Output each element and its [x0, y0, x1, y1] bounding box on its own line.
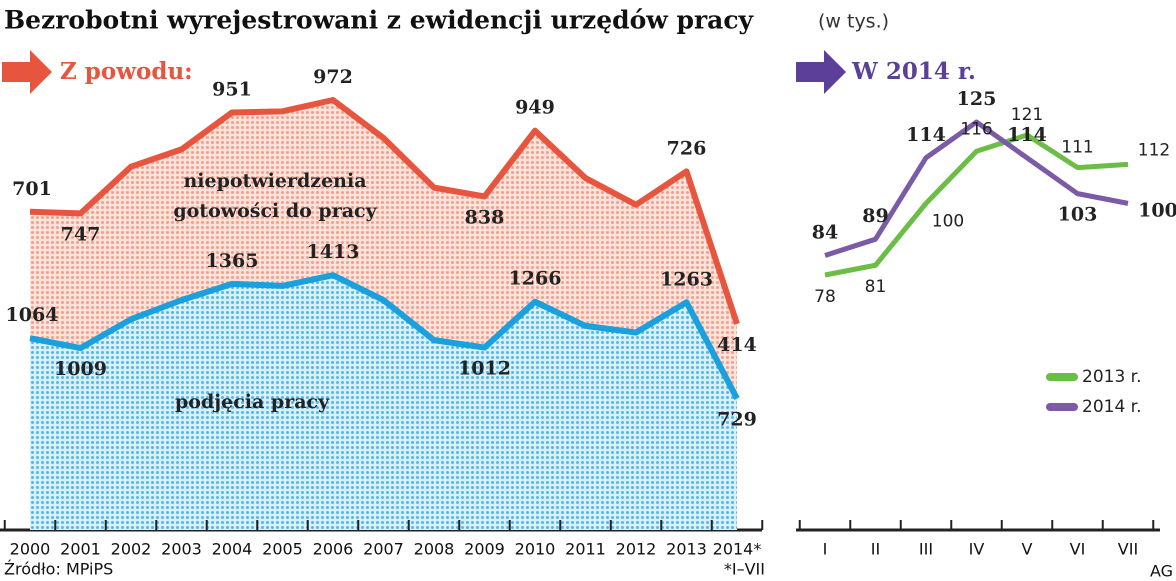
x-tick-label: IV [969, 540, 985, 559]
heading: W 2014 r. [851, 58, 976, 85]
author: AG [1150, 562, 1173, 581]
line [29, 272, 740, 400]
data-label: 121 [1011, 105, 1043, 125]
x-tick-label: 2005 [262, 540, 303, 559]
series-label: podjęcia pracy [175, 391, 330, 413]
data-label: 116 [960, 119, 992, 139]
data-label: 949 [515, 97, 555, 119]
heading: Z powodu: [60, 58, 193, 85]
line [29, 97, 740, 325]
source: Źródło: MPiPS [4, 560, 113, 579]
x-tick-label: 2009 [464, 540, 505, 559]
data-label: 1009 [54, 358, 107, 380]
x-tick-label: 2006 [313, 540, 354, 559]
legend-label: 2014 r. [1082, 397, 1142, 417]
x-tick-label: 2000 [10, 540, 51, 559]
x-tick-label: 2012 [616, 540, 657, 559]
data-label: 1263 [660, 268, 713, 290]
data-label: 838 [465, 206, 505, 228]
x-tick-label: 2011 [565, 540, 606, 559]
data-label: 100 [932, 211, 964, 231]
x-tick-label: I [823, 540, 828, 559]
line [824, 132, 1129, 278]
data-label: 103 [1058, 204, 1098, 226]
data-label: 112 [1138, 140, 1170, 160]
data-label: 726 [667, 137, 707, 159]
line [824, 119, 1129, 258]
x-tick-label: V [1022, 540, 1033, 559]
series-label: niepotwierdzenia gotowości do pracy [173, 170, 377, 222]
area [30, 275, 737, 530]
data-label: 701 [12, 178, 52, 200]
data-label: 1266 [509, 268, 562, 290]
x-tick-label: 2003 [161, 540, 202, 559]
subtitle: (w tys.) [818, 11, 889, 33]
data-label: 114 [1007, 124, 1047, 146]
data-label: 972 [313, 66, 353, 88]
data-label: 1365 [206, 250, 259, 272]
data-label: 78 [814, 287, 836, 307]
data-label: 84 [812, 221, 838, 243]
x-tick-label: VII [1118, 540, 1138, 559]
data-label: 81 [865, 277, 887, 297]
x-tick-label: 2001 [60, 540, 101, 559]
data-label: 111 [1061, 138, 1093, 158]
arrow [796, 50, 846, 94]
x-tick-label: 2010 [515, 540, 556, 559]
arrow [2, 50, 52, 94]
area [30, 100, 737, 399]
x-tick-label: VI [1070, 540, 1086, 559]
x-tick-label: 2014* [713, 540, 762, 559]
x-tick-label: II [871, 540, 880, 559]
x-tick-label: 2007 [363, 540, 404, 559]
x-tick-label: 2004 [212, 540, 253, 559]
data-label: 414 [717, 334, 757, 356]
x-tick-label: III [919, 540, 933, 559]
data-label: 747 [61, 223, 101, 245]
title: Bezrobotni wyrejestrowani z ewidencji ur… [4, 6, 755, 35]
data-label: 125 [957, 88, 997, 110]
x-tick-label: 2008 [414, 540, 455, 559]
legend-label: 2013 r. [1082, 367, 1142, 387]
data-label: 1064 [6, 304, 59, 326]
data-label: 1012 [458, 358, 511, 380]
footnote: *I–VII [724, 560, 765, 579]
data-label: 114 [906, 124, 946, 146]
data-label: 1413 [307, 241, 360, 263]
data-label: 89 [862, 205, 888, 227]
x-tick-label: 2013 [666, 540, 707, 559]
data-label: 951 [212, 78, 252, 100]
data-label: 100 [1138, 199, 1176, 221]
x-tick-label: 2002 [111, 540, 152, 559]
data-label: 729 [717, 409, 757, 431]
